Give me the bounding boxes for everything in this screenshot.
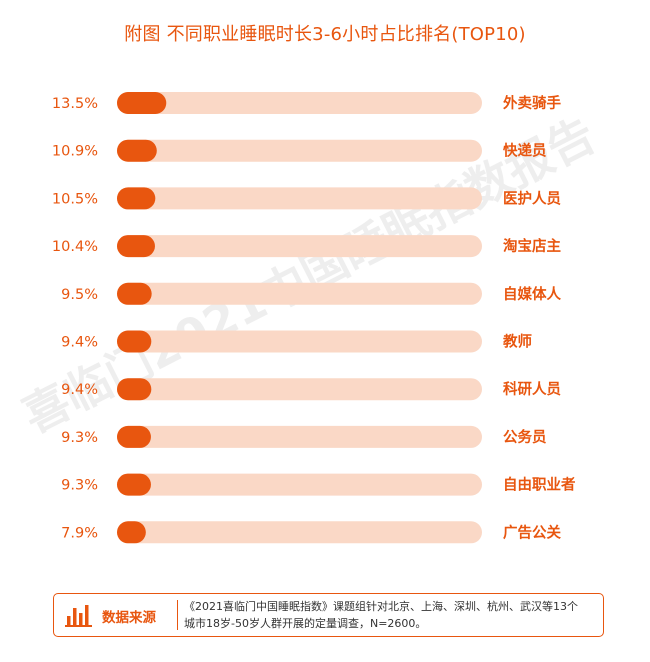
category-label: 教师: [502, 333, 532, 351]
bar-track: [117, 282, 482, 305]
value-label: 9.4%: [61, 382, 98, 398]
bar-1: [117, 139, 157, 162]
bar-4: [117, 282, 152, 305]
category-label: 科研人员: [503, 380, 561, 398]
data-source-line: 城市18岁-50岁人群开展的定量调查，N=2600。: [184, 617, 427, 630]
category-label: 淘宝店主: [503, 237, 561, 255]
bar-2: [117, 187, 156, 210]
bar-track: [117, 378, 482, 401]
bar-3: [117, 235, 155, 258]
bar-row: 9.5% 自媒体人: [61, 282, 561, 305]
data-source-label: 数据来源: [102, 610, 156, 626]
bar-chart: 13.5% 外卖骑手 10.9% 快递员 10.5% 医护人员 10.4% 淘宝店主 9.5% 自…: [52, 92, 576, 544]
value-label: 9.4%: [61, 335, 98, 351]
bar-7: [117, 425, 151, 448]
value-label: 7.9%: [61, 525, 98, 541]
category-label: 自由职业者: [503, 476, 576, 494]
bar-chart-icon: [65, 605, 92, 627]
value-label: 9.5%: [61, 287, 98, 303]
bar-row: 9.3% 公务员: [61, 425, 547, 448]
source-divider: [177, 600, 178, 630]
category-label: 广告公关: [503, 523, 561, 541]
bar-row: 9.3% 自由职业者: [61, 473, 576, 496]
chart-title: 附图 不同职业睡眠时长3-6小时占比排名(TOP10): [124, 24, 526, 45]
bar-track: [117, 187, 482, 210]
bar-9: [117, 521, 146, 544]
bar-track: [117, 425, 482, 448]
value-label: 13.5%: [52, 96, 98, 112]
bar-row: 9.4% 教师: [61, 330, 532, 353]
value-label: 9.3%: [61, 430, 98, 446]
bar-row: 10.5% 医护人员: [52, 187, 561, 210]
bar-track: [117, 139, 482, 162]
bar-0: [117, 92, 167, 114]
bar-row: 7.9% 广告公关: [61, 521, 561, 544]
bar-6: [117, 378, 152, 401]
data-source-box: 数据来源 《2021喜临门中国睡眠指数》课题组针对北京、上海、深圳、杭州、武汉等…: [53, 593, 604, 637]
value-label: 10.5%: [52, 191, 98, 207]
bar-track: [117, 330, 482, 353]
category-label: 自媒体人: [503, 285, 561, 303]
value-label: 10.4%: [52, 239, 98, 255]
bar-track: [117, 235, 482, 258]
category-label: 外卖骑手: [503, 94, 561, 112]
bar-row: 9.4% 科研人员: [61, 378, 561, 401]
bar-row: 10.9% 快递员: [52, 139, 547, 162]
data-source-line: 《2021喜临门中国睡眠指数》课题组针对北京、上海、深圳、杭州、武汉等13个: [184, 600, 578, 613]
bar-row: 10.4% 淘宝店主: [52, 235, 561, 258]
category-label: 医护人员: [503, 189, 561, 207]
bar-track: [117, 473, 482, 496]
data-source-text: 《2021喜临门中国睡眠指数》课题组针对北京、上海、深圳、杭州、武汉等13个 城…: [184, 598, 599, 632]
bar-8: [117, 473, 151, 496]
value-label: 9.3%: [61, 478, 98, 494]
bar-track: [117, 521, 482, 544]
bar-row: 13.5% 外卖骑手: [52, 92, 561, 114]
bar-track: [117, 92, 482, 114]
value-label: 10.9%: [52, 144, 98, 160]
category-label: 快递员: [503, 142, 547, 160]
category-label: 公务员: [503, 428, 547, 446]
bar-5: [117, 330, 152, 353]
